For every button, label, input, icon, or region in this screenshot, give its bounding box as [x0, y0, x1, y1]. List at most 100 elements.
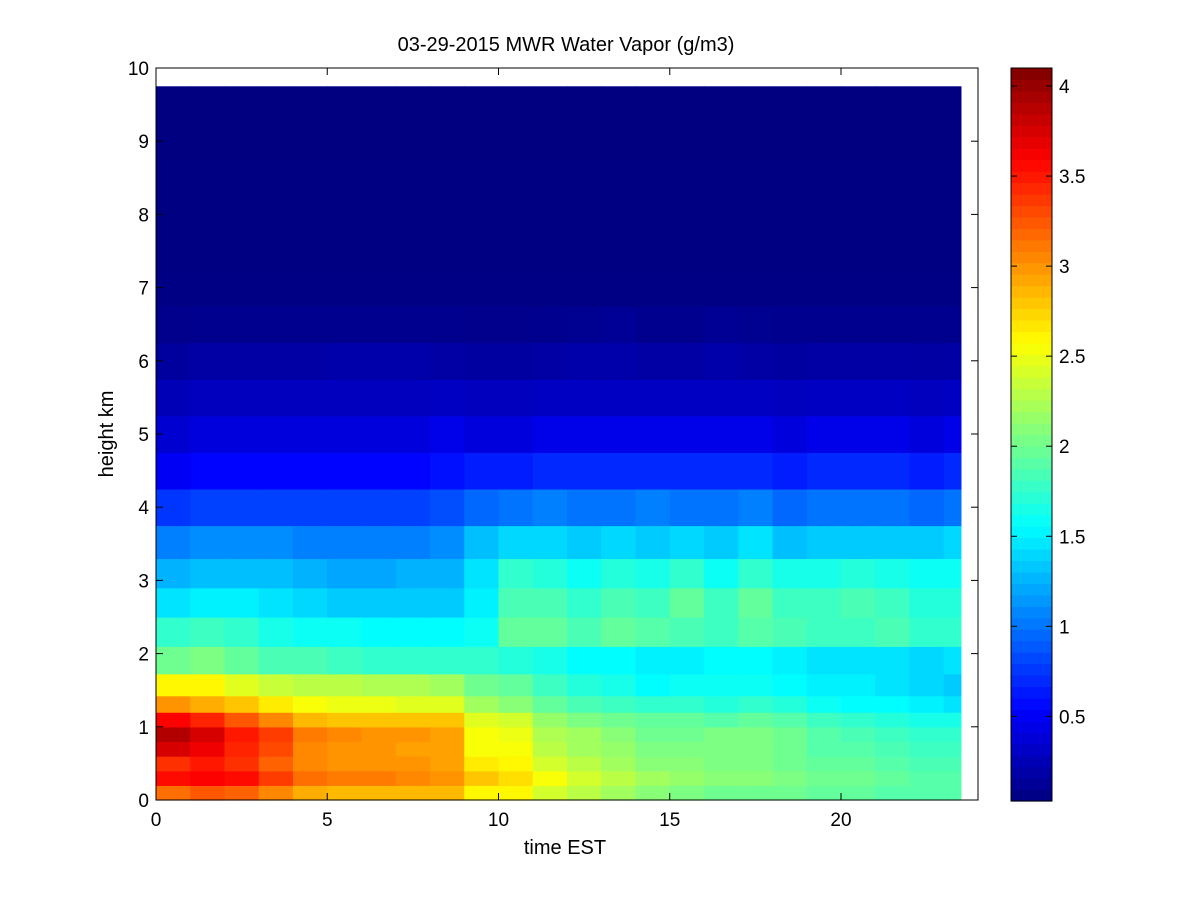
- heatmap-cell: [430, 770, 465, 786]
- heatmap-cell: [258, 488, 294, 527]
- heatmap-cell: [293, 741, 328, 757]
- heatmap-cell: [258, 196, 294, 234]
- heatmap-cell: [361, 122, 397, 161]
- heatmap-cell: [430, 695, 465, 713]
- heatmap-cell: [156, 452, 191, 490]
- heatmap-cell: [361, 587, 397, 618]
- heatmap-cell: [669, 695, 705, 713]
- heatmap-cell: [156, 305, 191, 344]
- heatmap-cell: [943, 232, 962, 270]
- heatmap-cell: [498, 122, 534, 161]
- heatmap-cell: [224, 196, 260, 234]
- heatmap-cell: [841, 770, 876, 786]
- colorbar-segment: [1011, 434, 1052, 447]
- heatmap-cell: [293, 646, 328, 675]
- heatmap-cell: [909, 415, 945, 453]
- heatmap-cell: [909, 269, 945, 307]
- heatmap-cell: [841, 159, 876, 197]
- heatmap-cell: [806, 122, 842, 161]
- heatmap-cell: [293, 232, 328, 270]
- colorbar-segment: [1011, 365, 1052, 378]
- heatmap-cell: [635, 741, 671, 757]
- heatmap-cell: [738, 785, 774, 801]
- heatmap-cell: [532, 488, 568, 527]
- heatmap-cell: [224, 673, 260, 697]
- heatmap-cell: [498, 232, 534, 270]
- heatmap-cell: [943, 726, 962, 743]
- heatmap-cell: [806, 525, 842, 560]
- heatmap-cell: [224, 342, 260, 380]
- colorbar-segment: [1011, 251, 1052, 264]
- heatmap-cell: [293, 785, 328, 801]
- heatmap-cell: [327, 305, 363, 344]
- heatmap-cell: [430, 756, 465, 772]
- heatmap-cell: [430, 269, 465, 307]
- heatmap-cell: [669, 646, 705, 675]
- heatmap-cell: [395, 159, 431, 197]
- heatmap-cell: [909, 86, 945, 124]
- heatmap-cell: [841, 695, 876, 713]
- heatmap-cell: [430, 785, 465, 801]
- heatmap-cell: [224, 488, 260, 527]
- heatmap-cell: [704, 452, 739, 490]
- colorbar-segment: [1011, 468, 1052, 481]
- heatmap-cell: [669, 587, 705, 618]
- heatmap-cell: [704, 756, 739, 772]
- heatmap-cell: [464, 770, 500, 786]
- heatmap-cell: [430, 379, 465, 417]
- colorbar-segment: [1011, 342, 1052, 355]
- heatmap-cell: [772, 232, 808, 270]
- heatmap-cell: [293, 617, 328, 647]
- heatmap-cell: [498, 269, 534, 307]
- heatmap-cell: [704, 488, 739, 527]
- heatmap-cell: [841, 756, 876, 772]
- heatmap-cell: [258, 86, 294, 124]
- heatmap-cell: [909, 488, 945, 527]
- heatmap-cell: [532, 673, 568, 697]
- heatmap-cell: [669, 269, 705, 307]
- heatmap-cell: [875, 770, 911, 786]
- heatmap-cell: [772, 342, 808, 380]
- heatmap-cell: [224, 86, 260, 124]
- heatmap-cell: [395, 488, 431, 527]
- y-tick-label: 10: [128, 59, 149, 80]
- heatmap-cell: [327, 617, 363, 647]
- heatmap-cell: [190, 86, 226, 124]
- colorbar-segment: [1011, 640, 1052, 653]
- heatmap-cell: [224, 452, 260, 490]
- heatmap-cell: [738, 122, 774, 161]
- x-tick-label: 5: [322, 810, 333, 831]
- heatmap-cell: [772, 770, 808, 786]
- heatmap-cell: [395, 232, 431, 270]
- colorbar-segment: [1011, 652, 1052, 665]
- heatmap-cell: [704, 558, 739, 589]
- heatmap-cell: [532, 159, 568, 197]
- heatmap-cell: [943, 695, 962, 713]
- heatmap-cell: [395, 452, 431, 490]
- heatmap-cell: [293, 452, 328, 490]
- heatmap-cell: [498, 558, 534, 589]
- heatmap-cell: [601, 726, 637, 743]
- heatmap-cell: [635, 86, 671, 124]
- heatmap-cell: [224, 525, 260, 560]
- y-tick-label: 9: [138, 132, 149, 153]
- heatmap-cell: [327, 756, 363, 772]
- heatmap-cell: [498, 415, 534, 453]
- heatmap-cells: [156, 86, 962, 801]
- heatmap-cell: [772, 488, 808, 527]
- heatmap-cell: [704, 646, 739, 675]
- y-tick-label: 3: [138, 571, 149, 592]
- heatmap-cell: [704, 617, 739, 647]
- heatmap-cell: [430, 452, 465, 490]
- heatmap-cell: [190, 756, 226, 772]
- heatmap-cell: [498, 379, 534, 417]
- heatmap-cell: [361, 86, 397, 124]
- heatmap-cell: [327, 86, 363, 124]
- heatmap-cell: [704, 86, 739, 124]
- heatmap-cell: [875, 196, 911, 234]
- heatmap-cell: [293, 379, 328, 417]
- heatmap-cell: [464, 86, 500, 124]
- heatmap-cell: [772, 305, 808, 344]
